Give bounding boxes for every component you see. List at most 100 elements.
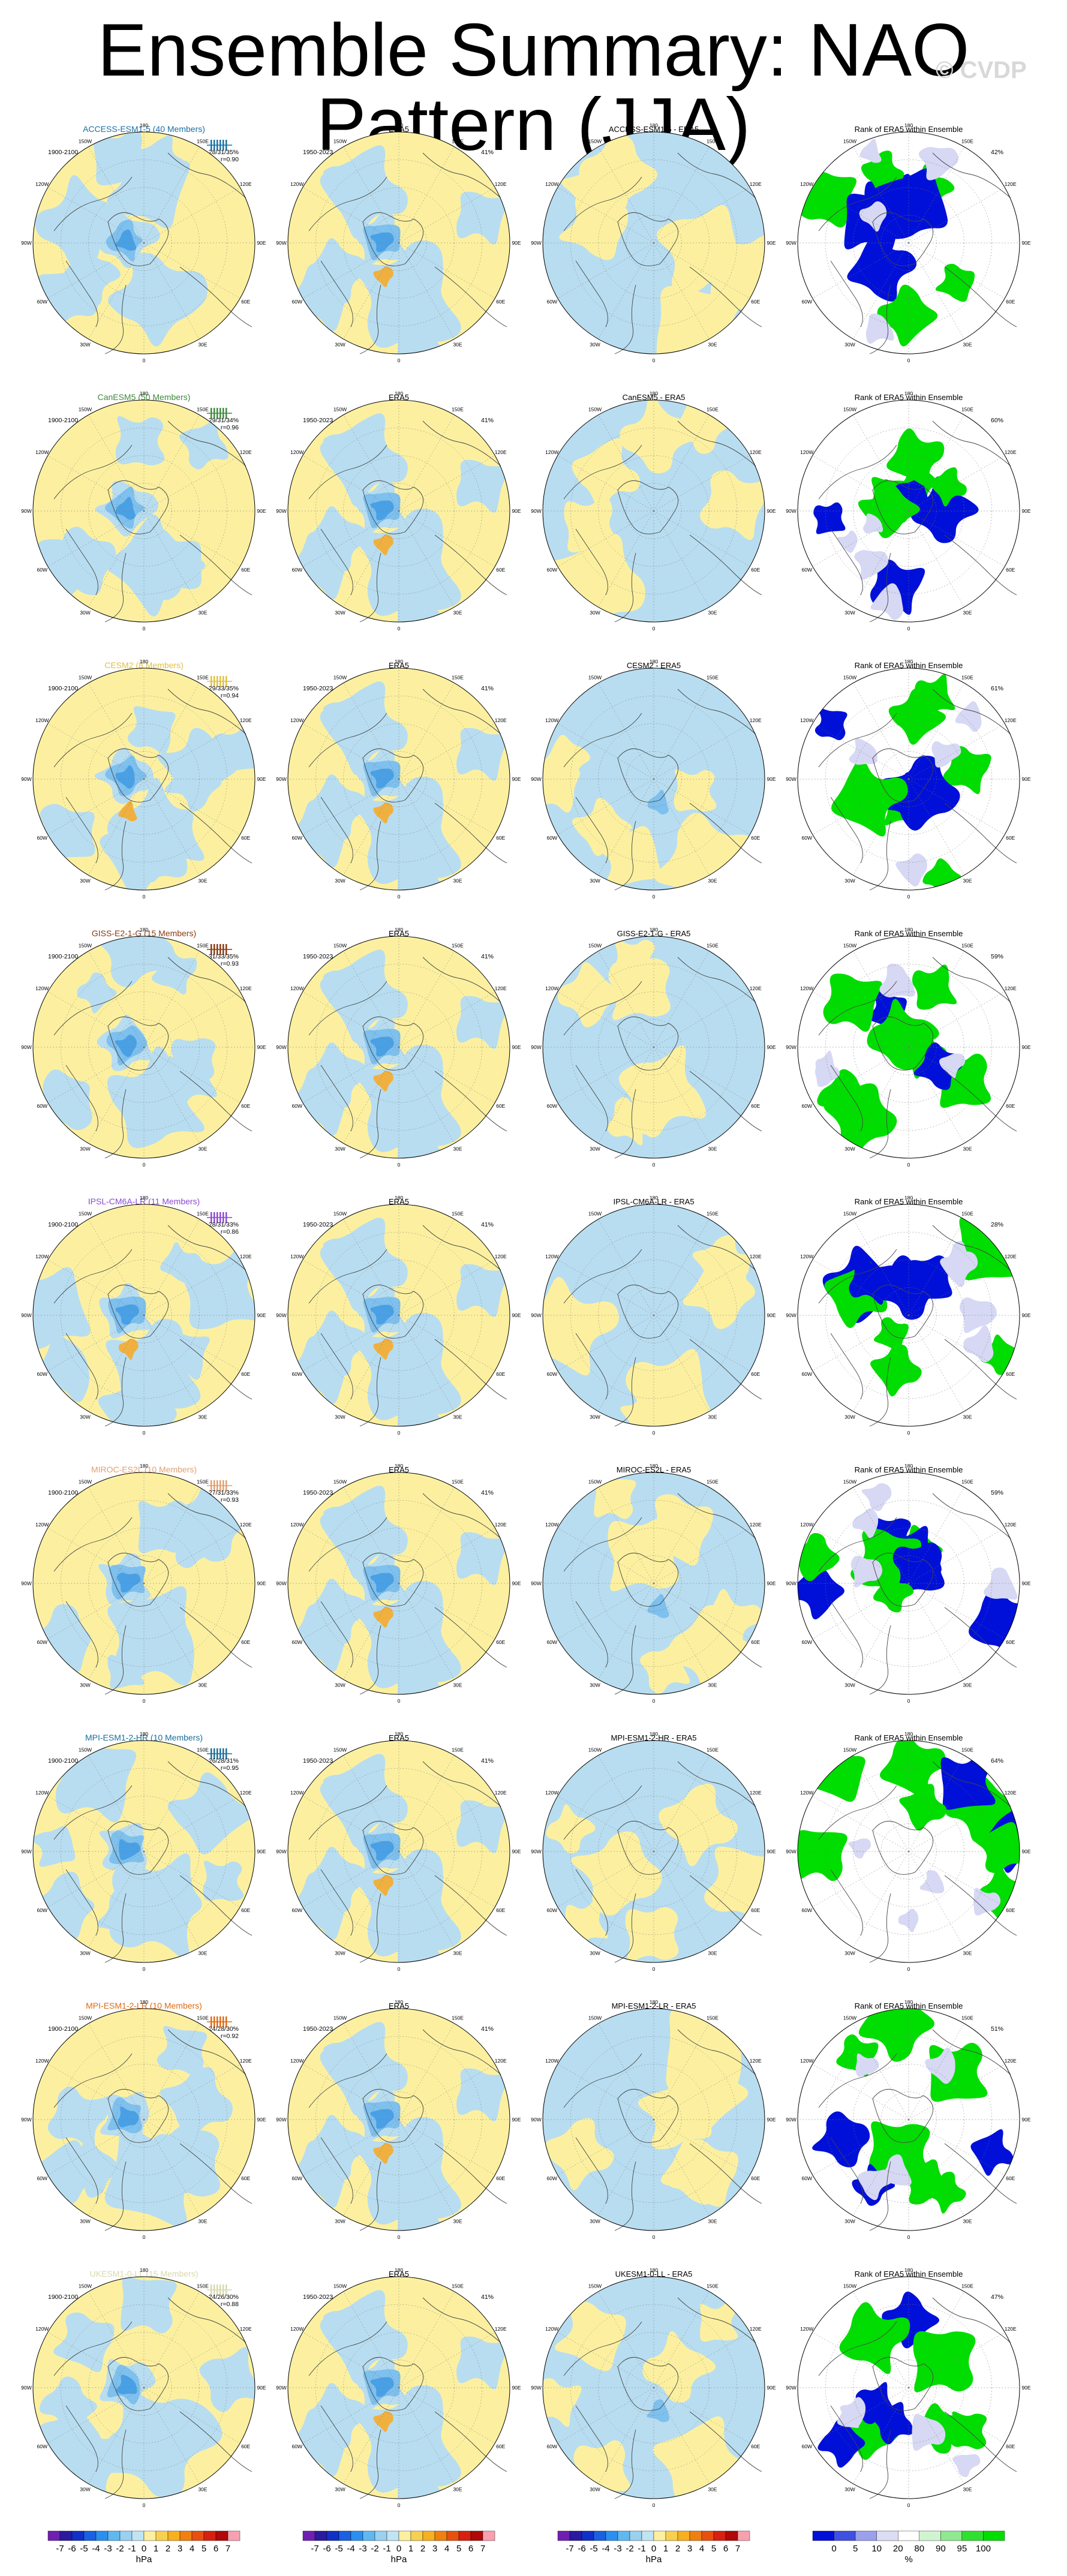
longitude-label: 30W — [844, 610, 855, 616]
model-period-label: 1900-2100 — [48, 953, 78, 960]
longitude-label: 60E — [751, 299, 760, 305]
longitude-label: 30E — [453, 1414, 462, 1420]
longitude-label: 90W — [531, 508, 541, 514]
positive-anomaly — [557, 962, 624, 1027]
longitude-label: 0 — [653, 1430, 656, 1436]
longitude-label: 60W — [292, 299, 302, 305]
colorbar-swatch — [143, 2530, 157, 2541]
map-fill — [798, 1741, 1020, 1962]
positive-anomaly — [554, 2301, 626, 2371]
meridian-line — [343, 2291, 399, 2388]
colorbar-tick-label: -4 — [602, 2544, 609, 2554]
rank-low-region — [970, 2129, 1014, 2176]
longitude-label: 90E — [512, 1312, 521, 1318]
coastlines — [563, 2297, 762, 2499]
rank-panel: Rank of ERA5 within Ensemble 59% 180 150E 12… — [786, 1463, 1031, 1704]
meridian-line — [302, 1851, 399, 1907]
meridian-line — [398, 1487, 455, 1584]
map-border — [797, 1204, 1020, 1427]
longitude-label: 60W — [292, 2443, 302, 2449]
stats-bar — [220, 140, 221, 151]
longitude-label: 60E — [1006, 2443, 1015, 2449]
meridian-line — [908, 1528, 1005, 1584]
longitude-label: 90W — [531, 1044, 541, 1050]
meridian-line — [853, 2023, 909, 2120]
map-border — [797, 399, 1020, 623]
longitude-label: 180 — [904, 659, 913, 665]
meridian-line — [143, 723, 241, 780]
longitude-label: 90E — [512, 1580, 521, 1586]
colorbar-tick-label: 5 — [711, 2544, 716, 2554]
colorbar-swatch — [155, 2530, 169, 2541]
colorbar-tick-label: 5 — [202, 2544, 206, 2554]
meridian-line — [557, 242, 654, 299]
rank-mid-region — [952, 2454, 981, 2478]
longitude-label: 120E — [495, 1254, 507, 1260]
obs-panel-title: ERA5 — [389, 2001, 409, 2010]
rank-high-region — [888, 688, 946, 745]
negative-anomaly — [303, 506, 371, 572]
model-stats-label: 27/31/33% — [209, 1489, 239, 1496]
meridian-line — [908, 455, 1005, 512]
longitude-label: 150W — [588, 1478, 602, 1484]
meridian-line — [88, 242, 145, 339]
obs-period-label: 1950-2023 — [303, 685, 333, 692]
longitude-label: 120E — [750, 2326, 762, 2332]
longitude-label: 120E — [240, 1790, 252, 1796]
longitude-label: 60W — [547, 2175, 557, 2181]
colorbar-swatch — [386, 2530, 399, 2541]
longitude-label: 120W — [290, 2058, 303, 2064]
meridian-line — [853, 146, 909, 244]
colorbar-swatch — [398, 2530, 411, 2541]
rank-low-region — [814, 708, 847, 741]
negative-anomaly — [47, 2086, 111, 2151]
rank-panel: Rank of ERA5 within Ensemble 61% 180 150E 12… — [786, 659, 1031, 900]
coastlines — [818, 152, 1017, 354]
meridian-line — [653, 723, 750, 780]
longitude-label: 150E — [707, 674, 719, 680]
longitude-label: 30W — [590, 1414, 600, 1420]
longitude-label: 90W — [21, 2117, 31, 2123]
longitude-label: 0 — [907, 357, 910, 363]
meridian-line — [853, 1583, 909, 1680]
meridian-line — [812, 1528, 909, 1584]
obs-percent-label: 41% — [481, 149, 494, 156]
meridian-line — [143, 1583, 200, 1680]
map-fill — [288, 1472, 510, 1694]
meridian-line — [343, 1583, 399, 1680]
negative-anomaly — [107, 1046, 205, 1149]
meridian-line — [47, 1796, 145, 1852]
meridian-line — [908, 242, 1005, 299]
stats-bar — [226, 676, 227, 687]
stats-bar — [223, 1748, 224, 1759]
coastlines — [563, 152, 762, 354]
colorbar-swatch — [569, 2530, 582, 2541]
longitude-label: 150W — [588, 674, 602, 680]
rank-panel: Rank of ERA5 within Ensemble 59% 180 150E 12… — [786, 927, 1031, 1168]
meridian-line — [853, 1851, 909, 1948]
longitude-label: 60E — [1006, 2175, 1015, 2181]
longitude-label: 30W — [335, 1146, 345, 1152]
longitude-label: 30W — [590, 342, 600, 348]
latitude-circle — [61, 1232, 227, 1399]
map-fill — [798, 2277, 1020, 2499]
obs-panel-title: ERA5 — [389, 393, 409, 402]
longitude-label: 30E — [198, 1682, 207, 1688]
longitude-label: 90E — [512, 776, 521, 782]
negative-anomaly — [35, 175, 130, 269]
longitude-label: 120W — [545, 1790, 558, 1796]
model-panel-title: ACCESS-ESM1-5 (40 Members) — [83, 124, 205, 134]
meridian-line — [47, 2119, 145, 2175]
meridian-line — [908, 1315, 1005, 1371]
meridian-line — [653, 242, 750, 299]
longitude-label: 30E — [963, 1950, 972, 1956]
stats-bar — [211, 944, 212, 955]
longitude-label: 60W — [37, 1103, 47, 1109]
negative-anomaly — [353, 2117, 461, 2225]
meridian-line — [343, 951, 399, 1048]
meridian-line — [398, 1047, 495, 1103]
negative-anomaly — [104, 2121, 214, 2229]
meridian-line — [653, 1047, 710, 1144]
longitude-label: 60E — [241, 1103, 250, 1109]
colorbar-swatch — [314, 2530, 327, 2541]
